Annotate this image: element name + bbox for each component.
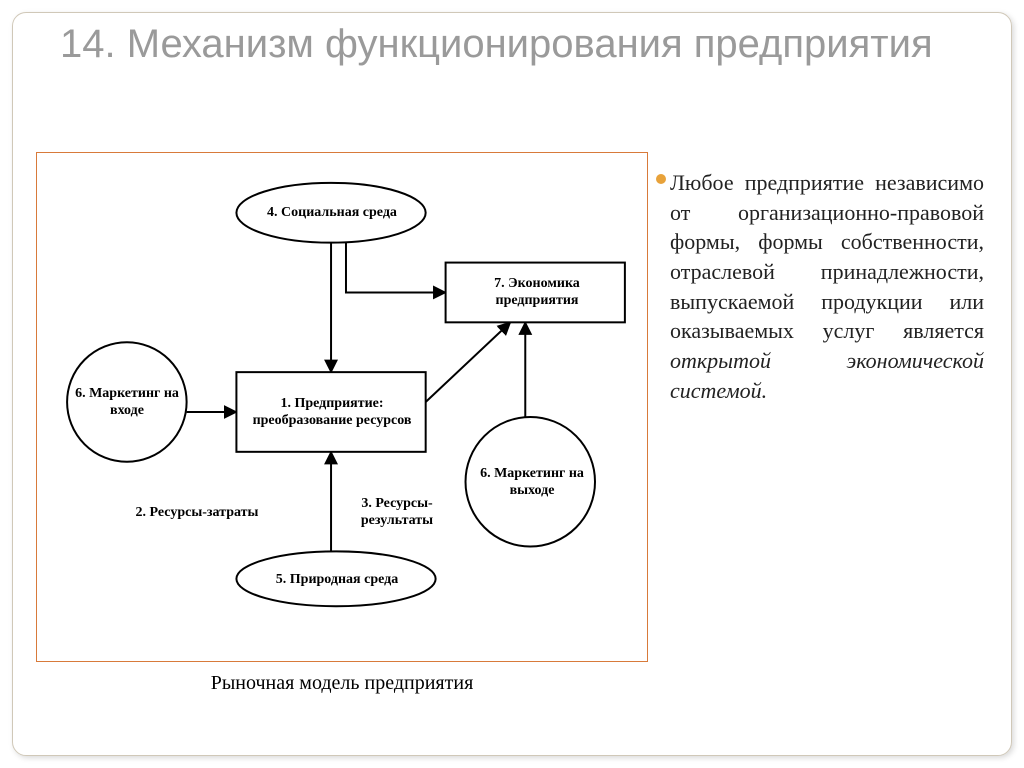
description-pre: Любое предприятие независимо от организа… bbox=[670, 170, 984, 343]
description-text: Любое предприятие независимо от организа… bbox=[670, 168, 984, 406]
description-italic: открытой экономической системой. bbox=[670, 348, 984, 403]
diagram-caption: Рыночная модель предприятия bbox=[36, 672, 648, 695]
diagram-container: 1. Предприятие: преобразование ресурсов2… bbox=[36, 152, 648, 662]
bullet-icon bbox=[656, 174, 666, 184]
slide-title: 14. Механизм функционирования предприяти… bbox=[60, 20, 964, 68]
flowchart-svg bbox=[37, 153, 647, 661]
